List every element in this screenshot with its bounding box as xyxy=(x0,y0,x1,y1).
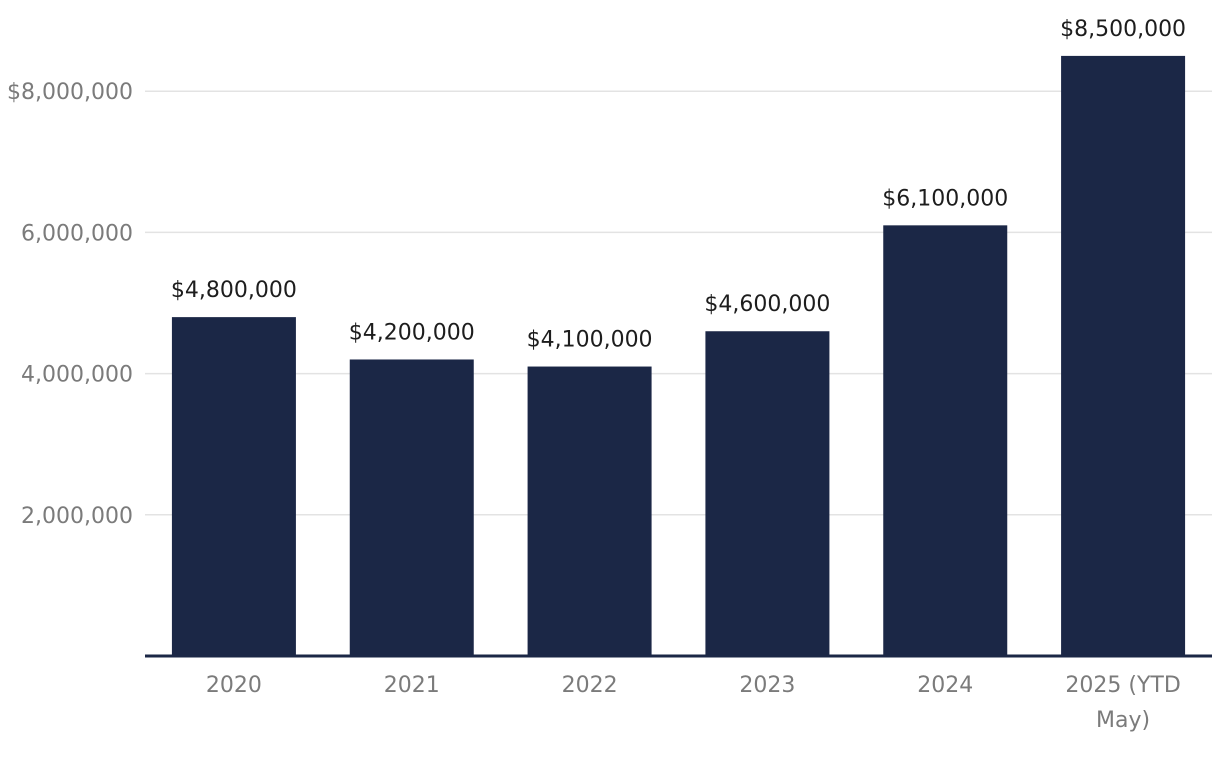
x-tick-label: 2022 xyxy=(562,673,618,698)
data-label: $6,100,000 xyxy=(882,186,1008,211)
bar xyxy=(527,366,652,656)
x-tick-label: 2023 xyxy=(739,673,795,698)
bar xyxy=(705,331,830,656)
x-tick-label: 2021 xyxy=(384,673,440,698)
bar xyxy=(883,225,1008,656)
data-label: $4,200,000 xyxy=(349,320,475,345)
data-label: $4,800,000 xyxy=(171,278,297,303)
bar xyxy=(349,359,474,656)
x-tick-label-line: 2024 xyxy=(917,673,973,698)
x-tick-label: 2020 xyxy=(206,673,262,698)
x-tick-label: 2025 (YTD May) xyxy=(1065,673,1180,733)
x-tick-label-line: May) xyxy=(1096,708,1150,733)
x-tick-label-line: 2025 (YTD xyxy=(1065,673,1180,698)
x-tick-label-line: 2023 xyxy=(739,673,795,698)
bar xyxy=(171,317,296,656)
y-tick-label: 2,000,000 xyxy=(21,504,133,529)
y-tick-label: 6,000,000 xyxy=(21,221,133,246)
x-tick-label-line: 2022 xyxy=(562,673,618,698)
x-tick-label-line: 2020 xyxy=(206,673,262,698)
data-label: $4,100,000 xyxy=(527,328,653,353)
data-label: $8,500,000 xyxy=(1060,17,1186,42)
x-tick-label-line: 2021 xyxy=(384,673,440,698)
bar xyxy=(1061,55,1186,656)
y-tick-label: $8,000,000 xyxy=(7,80,133,105)
y-tick-label: 4,000,000 xyxy=(21,363,133,388)
x-tick-label: 2024 xyxy=(917,673,973,698)
data-label: $4,600,000 xyxy=(704,292,830,317)
